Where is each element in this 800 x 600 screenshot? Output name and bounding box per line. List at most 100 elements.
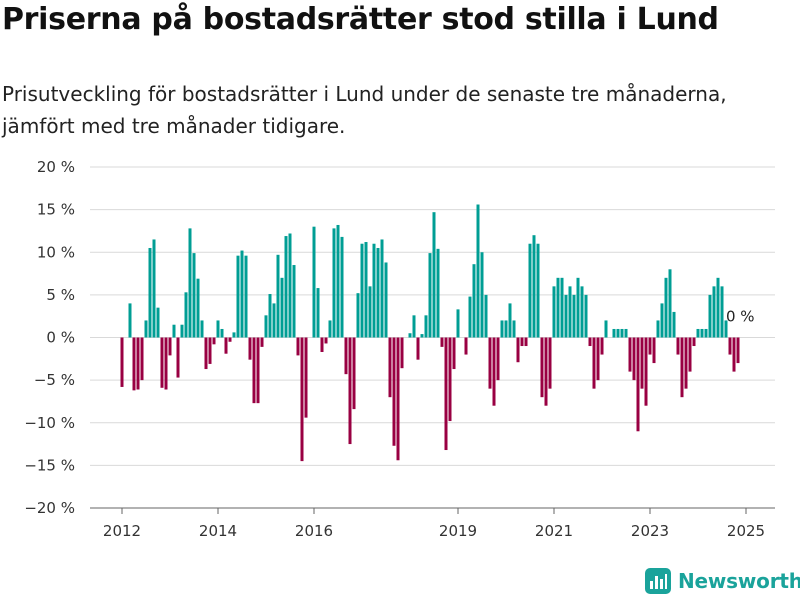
bar	[660, 303, 664, 338]
bar	[208, 337, 212, 364]
bar	[312, 226, 316, 338]
bar	[120, 337, 124, 387]
y-tick-label: 0 %	[46, 329, 75, 347]
bar	[452, 337, 456, 370]
bar	[296, 337, 300, 356]
bar	[700, 328, 704, 338]
bar	[188, 228, 192, 338]
bar	[612, 328, 616, 338]
bar	[624, 328, 628, 338]
bar	[544, 337, 548, 406]
y-tick-label: 10 %	[37, 243, 75, 261]
bar	[524, 337, 528, 347]
bar	[576, 277, 580, 338]
bar	[288, 233, 292, 338]
bar	[256, 337, 260, 404]
x-tick-label: 2014	[199, 522, 237, 540]
bar	[336, 224, 340, 338]
bar	[596, 337, 600, 381]
bar	[412, 315, 416, 338]
bar	[248, 337, 252, 360]
bar	[560, 277, 564, 338]
bar	[632, 337, 636, 381]
bar	[448, 337, 452, 422]
bar	[692, 337, 696, 347]
bar	[356, 293, 360, 338]
bar	[720, 286, 724, 338]
bar	[272, 303, 276, 338]
bar	[464, 337, 468, 355]
bar	[728, 337, 732, 355]
bar	[644, 337, 648, 406]
bar	[668, 269, 672, 338]
bar	[628, 337, 632, 372]
bar	[280, 277, 284, 338]
y-tick-label: −10 %	[24, 414, 75, 432]
y-axis-ticks: 20 % 15 % 10 % 5 % 0 % −5 % −10 % −15 % −20 %	[24, 158, 75, 517]
bar	[572, 294, 576, 338]
bar	[332, 228, 336, 338]
bar	[152, 239, 156, 338]
bar	[316, 288, 320, 338]
bar	[184, 292, 188, 338]
bar	[724, 320, 728, 338]
bar	[512, 320, 516, 338]
bar	[380, 239, 384, 338]
y-tick-label: 20 %	[37, 158, 75, 176]
bar	[264, 315, 268, 338]
bar	[444, 337, 448, 451]
bar	[360, 243, 364, 338]
bar	[276, 254, 280, 338]
bar	[428, 253, 432, 338]
bar	[408, 333, 412, 338]
bar	[392, 337, 396, 446]
bar	[140, 337, 144, 381]
bar	[368, 286, 372, 338]
bar	[540, 337, 544, 398]
y-tick-label: 5 %	[46, 286, 75, 304]
bar	[340, 236, 344, 338]
bar	[604, 320, 608, 338]
bar	[440, 337, 444, 347]
bar	[536, 243, 540, 338]
bar	[216, 320, 220, 338]
bar	[664, 277, 668, 338]
bar	[232, 332, 236, 338]
bar	[696, 328, 700, 338]
bar	[508, 303, 512, 338]
y-tick-label: 15 %	[37, 201, 75, 219]
bar	[548, 337, 552, 389]
bar	[712, 286, 716, 338]
bar	[500, 320, 504, 338]
bar	[716, 277, 720, 338]
x-tick-label: 2016	[295, 522, 333, 540]
bar	[588, 337, 592, 347]
bar	[496, 337, 500, 381]
bar	[468, 296, 472, 338]
bar	[176, 337, 180, 378]
bar	[432, 212, 436, 338]
bar	[128, 303, 132, 338]
brand-name: Newsworthy	[678, 569, 800, 593]
bar	[424, 315, 428, 338]
bar	[284, 236, 288, 338]
bar	[420, 334, 424, 338]
newsworthy-logo[interactable]: Newsworthy	[645, 568, 800, 594]
bar	[388, 337, 392, 398]
y-tick-label: −5 %	[34, 371, 75, 389]
bar	[732, 337, 736, 372]
bar	[676, 337, 680, 355]
bar	[352, 337, 356, 410]
bar	[652, 337, 656, 364]
x-tick-label: 2025	[727, 522, 765, 540]
bar	[228, 337, 232, 342]
bar	[224, 337, 228, 354]
bar	[252, 337, 256, 404]
newsworthy-logo-icon	[645, 568, 671, 594]
bar	[528, 243, 532, 338]
bar	[192, 253, 196, 338]
bar	[416, 337, 420, 360]
last-value-label: 0 %	[726, 308, 755, 326]
bar	[244, 255, 248, 338]
